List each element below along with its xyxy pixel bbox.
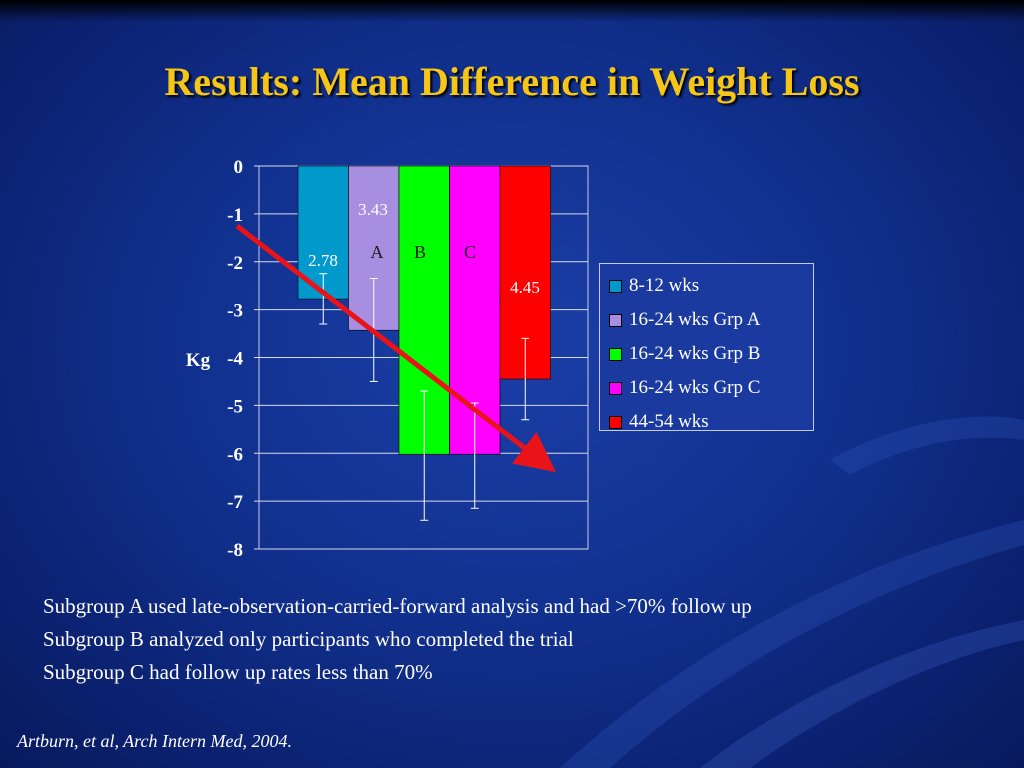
legend-label: 16-24 wks Grp B (629, 343, 761, 364)
subgroup-notes: Subgroup A used late-observation-carried… (43, 590, 752, 689)
chart-legend: 8-12 wks 16-24 wks Grp A 16-24 wks Grp B… (599, 263, 814, 432)
bar-data-label: 2.78 (308, 251, 338, 270)
y-tick-label: -5 (227, 396, 243, 417)
y-axis-ticks: 0 -1 -2 -3 -4 -5 -6 -7 -8 (227, 157, 259, 561)
legend-swatch (609, 347, 622, 361)
y-tick-label: -8 (227, 540, 243, 561)
slide-title: Results: Mean Difference in Weight Loss (164, 59, 860, 104)
legend-item: 16-24 wks Grp C (609, 371, 813, 405)
legend-swatch (609, 415, 622, 429)
legend-label: 8-12 wks (629, 275, 700, 296)
top-shadow-band (0, 0, 1024, 22)
legend-item: 16-24 wks Grp A (609, 303, 813, 337)
note-line: Subgroup B analyzed only participants wh… (43, 627, 574, 651)
legend-item: 44-54 wks (609, 405, 813, 439)
citation: Artburn, et al, Arch Intern Med, 2004. (17, 731, 292, 751)
bar-labels: 2.78 3.43 A B C 4.45 (308, 200, 540, 297)
legend-item: 16-24 wks Grp B (609, 337, 813, 371)
bars (297, 165, 551, 455)
bar-subgroup-label: A (371, 242, 384, 262)
y-tick-label: -3 (227, 301, 243, 322)
legend-label: 16-24 wks Grp C (629, 377, 761, 398)
trend-arrow (235, 224, 556, 473)
legend-label: 16-24 wks Grp A (629, 309, 761, 330)
legend-item: 8-12 wks (609, 269, 813, 303)
note-line: Subgroup C had follow up rates less than… (43, 660, 433, 684)
y-tick-label: -1 (227, 205, 243, 226)
bar-data-label: 3.43 (358, 200, 388, 219)
y-tick-label: -7 (227, 492, 243, 513)
bar-subgroup-label: C (464, 242, 476, 262)
bar-subgroup-label: B (414, 242, 426, 262)
bar-data-label: 4.45 (510, 278, 540, 297)
y-axis-label: Kg (186, 350, 211, 371)
error-bars (319, 273, 530, 521)
y-tick-label: 0 (234, 157, 244, 178)
y-tick-label: -2 (227, 253, 243, 274)
legend-swatch (609, 381, 622, 395)
legend-label: 44-54 wks (629, 411, 709, 432)
y-tick-label: -6 (227, 444, 243, 465)
y-tick-label: -4 (227, 349, 243, 370)
note-line: Subgroup A used late-observation-carried… (43, 594, 752, 618)
legend-swatch (609, 279, 622, 293)
legend-swatch (609, 313, 622, 327)
